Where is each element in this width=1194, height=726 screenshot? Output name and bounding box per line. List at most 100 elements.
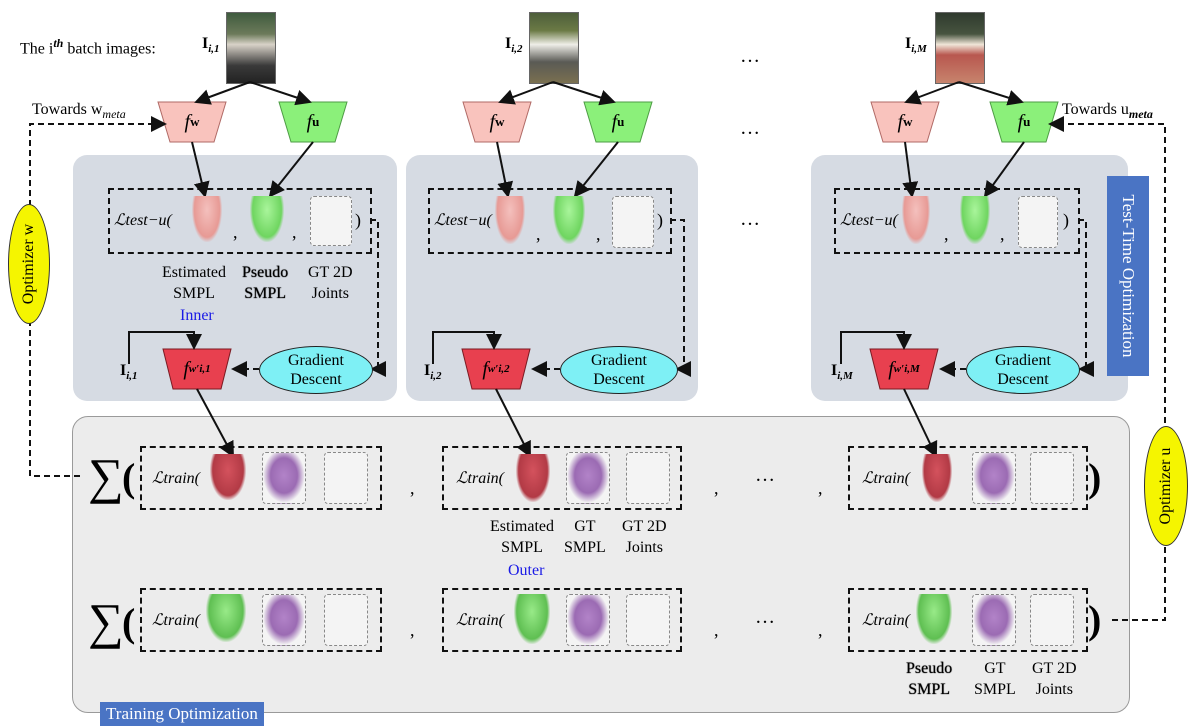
gt-smpl-thumb-2-2 bbox=[566, 594, 610, 646]
caption-gt-2d-joints-train-2: GT 2D Joints bbox=[1032, 660, 1077, 698]
fu-trapezoid-m bbox=[989, 101, 1059, 143]
optimizer-u-node: Optimizer u bbox=[1144, 426, 1188, 546]
pseudo-smpl-mesh-1 bbox=[250, 196, 284, 242]
outer-label: Outer bbox=[508, 562, 545, 579]
separator-ellipsis: … bbox=[755, 464, 775, 486]
gt-2d-joints-thumb-train-2-m bbox=[1030, 594, 1074, 646]
estimated-smpl-mesh-train-2 bbox=[516, 454, 550, 502]
pseudo-smpl-mesh-2 bbox=[553, 196, 585, 244]
gt-2d-joints-thumb-train-1-1 bbox=[324, 452, 368, 504]
comma: , bbox=[1000, 224, 1005, 244]
estimated-smpl-mesh-2 bbox=[495, 196, 525, 244]
inner-label: Inner bbox=[180, 307, 214, 324]
train-loss-label-2-1: ℒtrain( bbox=[152, 612, 200, 629]
paren-open-2: ( bbox=[122, 600, 136, 645]
batch-image-1 bbox=[226, 12, 276, 84]
separator-comma: , bbox=[818, 478, 823, 498]
gradient-descent-node-1: Gradient Descent bbox=[259, 346, 373, 394]
caption-estimated-smpl-train: Estimated SMPL bbox=[490, 518, 554, 556]
comma: , bbox=[233, 222, 238, 242]
separator-ellipsis: … bbox=[755, 606, 775, 628]
estimated-smpl-mesh-1 bbox=[192, 196, 222, 242]
train-loss-label-1-1: ℒtrain( bbox=[152, 470, 200, 487]
image-label-m: Ii,M bbox=[905, 35, 927, 56]
estimated-smpl-mesh-train-m bbox=[922, 454, 952, 502]
gt-2d-joints-thumb-train-2-2 bbox=[626, 594, 670, 646]
test-loss-box-1 bbox=[108, 188, 372, 254]
image-label-1: Ii,1 bbox=[202, 35, 220, 56]
caption-gt-smpl-train: GT SMPL bbox=[564, 518, 606, 556]
train-loss-label-2-2: ℒtrain( bbox=[456, 612, 504, 629]
paren-close-2: ) bbox=[1088, 597, 1102, 642]
batch-image-m bbox=[935, 12, 985, 84]
estimated-smpl-mesh-train-1 bbox=[210, 454, 246, 500]
test-time-optimization-tag: Test-Time Optimization bbox=[1107, 176, 1149, 376]
gt-2d-joints-thumb-train-1-2 bbox=[626, 452, 670, 504]
gradient-descent-node-2: Gradient Descent bbox=[560, 346, 678, 394]
gt-smpl-thumb-2-m bbox=[972, 594, 1016, 646]
separator-comma: , bbox=[818, 620, 823, 640]
comma: , bbox=[944, 224, 949, 244]
comma: , bbox=[292, 222, 297, 242]
caption-pseudo-smpl-1: Pseudo SMPL bbox=[242, 264, 289, 302]
pseudo-smpl-mesh-m bbox=[960, 196, 990, 244]
ellipsis-images: … bbox=[740, 45, 760, 67]
paren-close-1: ) bbox=[1088, 455, 1102, 500]
fw-prime-label-m: f w′i,M bbox=[888, 357, 920, 380]
caption-gt-2d-joints-train: GT 2D Joints bbox=[622, 518, 667, 556]
pseudo-smpl-mesh-train-m bbox=[916, 594, 952, 644]
caption-gt-2d-joints-1: GT 2D Joints bbox=[308, 264, 353, 302]
gt-2d-joints-thumb-2 bbox=[612, 196, 654, 248]
input-label-2: Ii,2 bbox=[424, 362, 442, 383]
train-loss-box-1-m bbox=[848, 446, 1088, 510]
paren-close: ) bbox=[657, 210, 663, 230]
separator-comma: , bbox=[410, 620, 415, 640]
train-loss-box-2-m bbox=[848, 588, 1088, 652]
pseudo-smpl-mesh-train-2 bbox=[514, 594, 550, 644]
image-label-2: Ii,2 bbox=[505, 35, 523, 56]
towards-w-label: Towards wmeta bbox=[32, 101, 126, 122]
fw-prime-trapezoid-2 bbox=[461, 348, 531, 390]
fw-prime-label-2: f w′i,2 bbox=[482, 357, 510, 380]
separator-comma: , bbox=[714, 620, 719, 640]
fw-prime-trapezoid-1 bbox=[162, 348, 232, 390]
ellipsis-networks: … bbox=[740, 117, 760, 139]
train-loss-label-1-2: ℒtrain( bbox=[456, 470, 504, 487]
batch-images-label: The ith batch images: bbox=[20, 36, 156, 58]
paren-close: ) bbox=[355, 210, 361, 230]
caption-estimated-smpl-1: Estimated SMPL bbox=[162, 264, 226, 302]
train-loss-label-1-m: ℒtrain( bbox=[862, 470, 910, 487]
train-loss-box-2-2 bbox=[442, 588, 682, 652]
sum-symbol-1: ∑ bbox=[88, 448, 124, 504]
caption-pseudo-smpl-train: Pseudo SMPL bbox=[906, 660, 953, 698]
comma: , bbox=[536, 224, 541, 244]
gt-smpl-thumb-1-1 bbox=[262, 452, 306, 504]
gt-2d-joints-thumb-m bbox=[1018, 196, 1058, 248]
fu-trapezoid-2 bbox=[583, 101, 653, 143]
train-loss-box-2-1 bbox=[140, 588, 382, 652]
test-loss-box-2 bbox=[428, 188, 672, 254]
towards-u-label: Towards umeta bbox=[1062, 101, 1153, 122]
gt-2d-joints-thumb-train-1-m bbox=[1030, 452, 1074, 504]
train-loss-box-1-1 bbox=[140, 446, 382, 510]
optimizer-w-node: Optimizer w bbox=[8, 204, 50, 324]
fw-prime-trapezoid-m bbox=[869, 348, 939, 390]
input-label-m: Ii,M bbox=[831, 362, 853, 383]
input-label-1: Ii,1 bbox=[120, 362, 138, 383]
comma: , bbox=[596, 224, 601, 244]
gt-2d-joints-thumb-train-2-1 bbox=[324, 594, 368, 646]
gt-smpl-thumb-1-m bbox=[972, 452, 1016, 504]
gt-smpl-thumb-1-2 bbox=[566, 452, 610, 504]
paren-open-1: ( bbox=[122, 455, 136, 500]
batch-image-2 bbox=[529, 12, 579, 84]
separator-comma: , bbox=[714, 478, 719, 498]
training-optimization-tag: Training Optimization bbox=[100, 702, 264, 726]
test-loss-label-m: ℒtest−u( bbox=[840, 212, 898, 229]
